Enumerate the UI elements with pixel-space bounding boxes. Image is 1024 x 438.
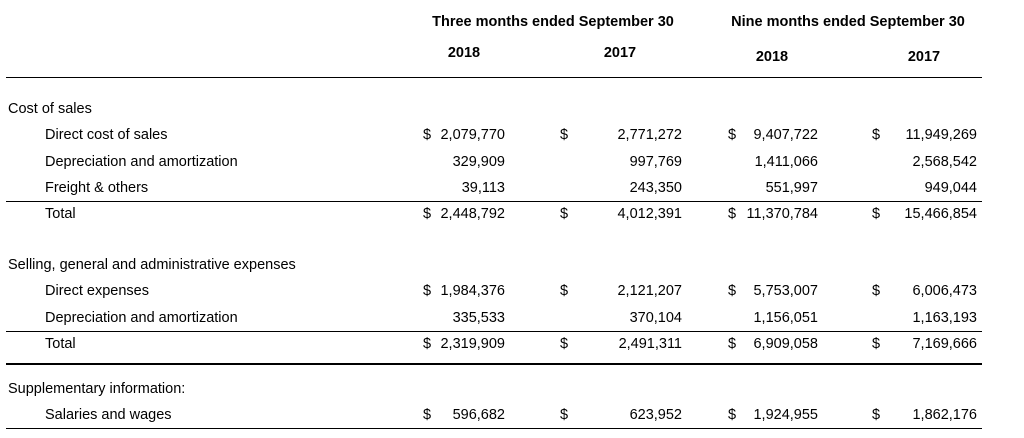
amount: 11,949,269 xyxy=(905,127,978,144)
year-header: 2018 xyxy=(755,49,789,65)
amount: 2,568,542 xyxy=(912,153,977,170)
row-label: Total xyxy=(45,335,76,352)
bottom-rule xyxy=(6,428,982,430)
section-title: Cost of sales xyxy=(8,101,92,117)
amount: 370,104 xyxy=(629,309,682,326)
amount: 2,079,770 xyxy=(440,127,505,144)
currency-sign: $ xyxy=(423,127,432,144)
section-title: Selling, general and administrative expe… xyxy=(8,257,296,273)
group-header: Three months ended September 30 xyxy=(432,14,674,30)
amount: 6,006,473 xyxy=(912,283,977,300)
amount: 329,909 xyxy=(452,153,505,170)
header-rule xyxy=(6,77,982,78)
amount: 15,466,854 xyxy=(904,206,977,223)
currency-sign: $ xyxy=(423,335,432,352)
section-title: Supplementary information: xyxy=(8,381,186,397)
amount: 949,044 xyxy=(924,179,977,196)
currency-sign: $ xyxy=(560,335,569,352)
currency-sign: $ xyxy=(728,206,737,223)
row-label: Direct expenses xyxy=(45,283,149,300)
currency-sign: $ xyxy=(872,127,881,144)
year-header: 2017 xyxy=(603,45,637,61)
currency-sign: $ xyxy=(728,335,737,352)
row-label: Depreciation and amortization xyxy=(45,153,238,170)
amount: 2,491,311 xyxy=(618,335,682,352)
amount: 9,407,722 xyxy=(753,127,818,144)
currency-sign: $ xyxy=(728,127,737,144)
amount: 6,909,058 xyxy=(753,335,818,352)
amount: 335,533 xyxy=(452,309,505,326)
currency-sign: $ xyxy=(560,206,569,223)
row-label: Total xyxy=(45,206,76,223)
amount: 623,952 xyxy=(629,407,682,424)
currency-sign: $ xyxy=(872,335,881,352)
amount: 1,163,193 xyxy=(912,309,977,326)
year-header: 2017 xyxy=(907,49,941,65)
amount: 551,997 xyxy=(765,179,818,196)
amount: 2,448,792 xyxy=(440,206,505,223)
total-rule xyxy=(6,362,982,365)
currency-sign: $ xyxy=(872,283,881,300)
subtotal-rule xyxy=(6,330,982,332)
amount: 5,753,007 xyxy=(753,283,818,300)
group-header: Nine months ended September 30 xyxy=(731,14,965,30)
currency-sign: $ xyxy=(560,283,569,300)
row-label: Salaries and wages xyxy=(45,407,172,424)
currency-sign: $ xyxy=(423,206,432,223)
amount: 997,769 xyxy=(629,153,682,170)
amount: 2,319,909 xyxy=(440,335,505,352)
row-label: Direct cost of sales xyxy=(45,127,168,144)
year-header: 2018 xyxy=(447,45,481,61)
row-label: Depreciation and amortization xyxy=(45,309,238,326)
amount: 243,350 xyxy=(629,179,682,196)
amount: 1,862,176 xyxy=(912,407,977,424)
row-label: Freight & others xyxy=(45,179,149,196)
currency-sign: $ xyxy=(560,407,569,424)
amount: 2,121,207 xyxy=(617,283,682,300)
amount: 1,156,051 xyxy=(753,309,818,326)
amount: 1,924,955 xyxy=(753,407,818,424)
currency-sign: $ xyxy=(423,407,432,424)
currency-sign: $ xyxy=(423,283,432,300)
amount: 39,113 xyxy=(461,179,505,196)
amount: 7,169,666 xyxy=(912,335,977,352)
amount: 2,771,272 xyxy=(617,127,682,144)
currency-sign: $ xyxy=(872,407,881,424)
currency-sign: $ xyxy=(728,407,737,424)
amount: 596,682 xyxy=(452,407,505,424)
amount: 11,370,784 xyxy=(746,206,819,223)
currency-sign: $ xyxy=(560,127,569,144)
currency-sign: $ xyxy=(728,283,737,300)
amount: 1,984,376 xyxy=(440,283,505,300)
currency-sign: $ xyxy=(872,206,881,223)
amount: 1,411,066 xyxy=(754,153,818,170)
amount: 4,012,391 xyxy=(617,206,682,223)
subtotal-rule xyxy=(6,200,982,202)
